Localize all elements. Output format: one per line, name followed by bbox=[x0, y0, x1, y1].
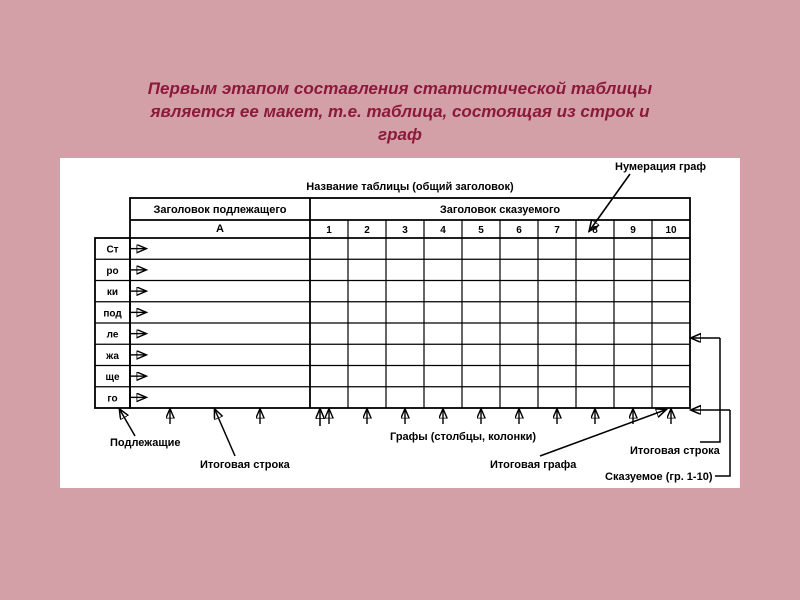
page-title: Первым этапом составления статистической… bbox=[80, 78, 720, 147]
table-outline bbox=[130, 198, 690, 408]
col-number: 8 bbox=[592, 225, 598, 236]
row-label: под bbox=[103, 308, 122, 319]
body-rows bbox=[130, 259, 690, 387]
col-number: 3 bbox=[402, 225, 408, 236]
col-number: 4 bbox=[440, 225, 446, 236]
row-label: ле bbox=[107, 330, 119, 341]
arrow-total-row bbox=[215, 410, 235, 456]
title-line-2: является ее макет, т.е. таблица, состоящ… bbox=[151, 102, 650, 121]
row-label: ро bbox=[106, 266, 118, 277]
row-label: го bbox=[107, 393, 117, 404]
row-label: жа bbox=[105, 351, 119, 362]
label-predicate-header: Заголовок сказуемого bbox=[440, 204, 561, 216]
row-label: ки bbox=[107, 287, 118, 298]
title-line-1: Первым этапом составления статистической… bbox=[148, 79, 652, 98]
arrow-numeration bbox=[590, 174, 630, 230]
predicate-columns: 1 2 3 4 5 6 7 8 9 10 bbox=[326, 220, 677, 408]
label-subject-header: Заголовок подлежащего bbox=[154, 204, 287, 216]
table-skeleton-diagram: Нумерация граф Название таблицы (общий з… bbox=[60, 158, 740, 488]
label-graphs: Графы (столбцы, колонки) bbox=[390, 431, 536, 443]
label-subjects: Подлежащие bbox=[110, 437, 181, 449]
row-labels: Ст ро ки под ле жа ще го bbox=[103, 245, 145, 405]
label-total-row: Итоговая строка bbox=[200, 459, 291, 471]
row-label: ще bbox=[106, 372, 120, 383]
diagram-svg: Нумерация граф Название таблицы (общий з… bbox=[60, 158, 740, 488]
col-number: 2 bbox=[364, 225, 370, 236]
col-number: 9 bbox=[630, 225, 636, 236]
column-arrows bbox=[170, 410, 671, 424]
label-predicate: Сказуемое (гр. 1-10) bbox=[605, 471, 713, 483]
connector-total-row-right bbox=[700, 338, 720, 442]
col-number: 7 bbox=[554, 225, 560, 236]
col-number: 1 bbox=[326, 225, 332, 236]
col-number: 5 bbox=[478, 225, 484, 236]
col-number: 10 bbox=[665, 225, 677, 236]
connector-predicate bbox=[715, 410, 730, 476]
row-label: Ст bbox=[106, 245, 118, 256]
label-total-row-right: Итоговая строка bbox=[630, 445, 721, 457]
arrow-subjects bbox=[120, 410, 135, 436]
label-numeration: Нумерация граф bbox=[615, 161, 706, 173]
col-number: 6 bbox=[516, 225, 522, 236]
title-line-3: граф bbox=[378, 125, 422, 144]
label-col-A: А bbox=[216, 223, 224, 235]
label-table-title: Название таблицы (общий заголовок) bbox=[306, 181, 514, 193]
label-total-col: Итоговая графа bbox=[490, 459, 577, 471]
